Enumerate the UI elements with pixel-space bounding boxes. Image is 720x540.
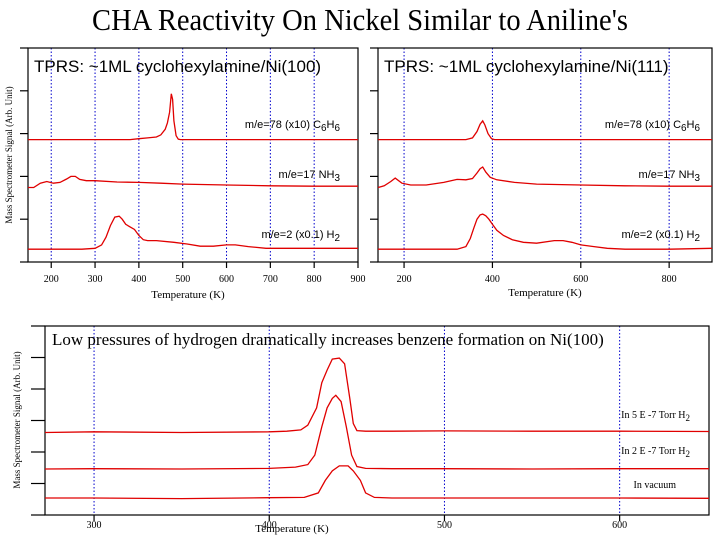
series-line xyxy=(28,215,358,250)
series-line xyxy=(44,394,709,470)
x-tick-label: 500 xyxy=(175,274,190,285)
label-text: In 5 E -7 Torr H xyxy=(621,410,685,421)
series-label: m/e=2 (x0.1) H2 xyxy=(261,229,340,244)
x-axis-label: Temperature (K) xyxy=(151,289,225,301)
chart-title: TPRS: ~1ML cyclohexylamine/Ni(100) xyxy=(34,57,321,76)
label-text: H xyxy=(327,119,335,131)
x-tick-label: 800 xyxy=(307,274,322,285)
x-tick-label: 600 xyxy=(612,520,627,531)
series-label: In 5 E -7 Torr H2 xyxy=(621,410,690,423)
plot-frame xyxy=(377,47,713,263)
label-text: m/e=2 (x0.1) H xyxy=(261,229,334,241)
label-text: In vacuum xyxy=(634,480,677,491)
x-tick-label: 900 xyxy=(351,274,366,285)
subscript: 2 xyxy=(695,233,701,244)
series-label: m/e=17 NH3 xyxy=(279,169,341,184)
series-label: In 2 E -7 Torr H2 xyxy=(621,446,690,459)
x-tick-label: 500 xyxy=(437,520,452,531)
subscript: 2 xyxy=(686,413,691,423)
x-tick-label: 300 xyxy=(87,520,102,531)
subscript: 3 xyxy=(695,173,701,184)
subscript: 6 xyxy=(695,123,701,134)
x-tick-label: 400 xyxy=(131,274,146,285)
subscript: 6 xyxy=(335,123,341,134)
series-label: m/e=78 (x10) C6H6 xyxy=(605,119,701,134)
x-tick-label: 300 xyxy=(88,274,103,285)
label-text: m/e=17 NH xyxy=(639,169,695,181)
y-axis-label: Mass Spectrometer Signal (Arb. Unit) xyxy=(4,86,14,223)
chart-panel-ni100: 200 300 400 500 600 700 800 900 TPRS: ~1ML cyclo… xyxy=(4,47,366,301)
x-tick-label: 700 xyxy=(263,274,278,285)
x-axis-label: Temperature (K) xyxy=(255,523,329,535)
y-axis-label: Mass Spectrometer Signal (Arb. Unit) xyxy=(12,351,22,488)
chart-panel-ni100-h2: 300 400 500 600 Low pressures of hydrogen dr… xyxy=(12,325,710,535)
chart-title: Low pressures of hydrogen dramatically i… xyxy=(52,330,604,349)
series-line xyxy=(378,119,712,141)
label-text: H xyxy=(687,119,695,131)
x-tick-label: 600 xyxy=(573,274,588,285)
x-tick-label: 200 xyxy=(44,274,59,285)
series-line xyxy=(378,213,713,250)
subscript: 2 xyxy=(686,449,691,459)
x-tick-label: 400 xyxy=(262,520,277,531)
subscript: 6 xyxy=(321,123,327,134)
series-line xyxy=(28,93,358,141)
subscript: 3 xyxy=(335,173,341,184)
x-tick-label: 200 xyxy=(397,274,412,285)
x-tick-label: 600 xyxy=(219,274,234,285)
x-tick-label: 800 xyxy=(662,274,677,285)
series-line xyxy=(45,465,710,500)
subscript: 2 xyxy=(335,233,341,244)
series-label: m/e=17 NH3 xyxy=(639,169,701,184)
subscript: 6 xyxy=(681,123,687,134)
label-text: In 2 E -7 Torr H xyxy=(621,446,685,457)
series-line xyxy=(44,357,710,434)
series-label: m/e=78 (x10) C6H6 xyxy=(245,119,341,134)
label-text: m/e=17 NH xyxy=(279,169,335,181)
label-text: m/e=78 (x10) C xyxy=(245,119,321,131)
chart-panel-ni111: 200 400 600 800 TPRS: ~1ML cyclohexylamine/N… xyxy=(370,47,713,299)
chart-title: TPRS: ~1ML cyclohexylamine/Ni(111) xyxy=(384,57,669,76)
page-title: CHA Reactivity On Nickel Similar to Anil… xyxy=(92,2,628,37)
label-text: m/e=2 (x0.1) H xyxy=(621,229,694,241)
x-tick-label: 400 xyxy=(485,274,500,285)
series-label: m/e=2 (x0.1) H2 xyxy=(621,229,700,244)
series-line xyxy=(28,175,358,189)
x-axis-label: Temperature (K) xyxy=(508,287,582,299)
series-line xyxy=(377,166,712,189)
plot-frame xyxy=(44,325,710,516)
plot-frame xyxy=(27,47,359,263)
series-label: In vacuum xyxy=(634,480,677,491)
label-text: m/e=78 (x10) C xyxy=(605,119,681,131)
